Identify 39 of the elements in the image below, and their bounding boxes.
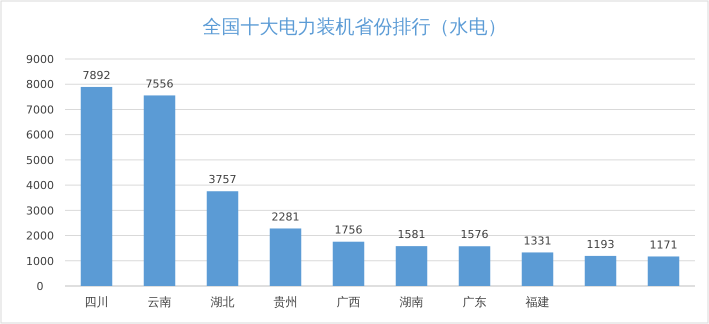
data-label: 7556 [146, 77, 174, 90]
y-tick-label: 9000 [26, 53, 54, 66]
x-tick-label: 湖南 [400, 295, 424, 309]
y-tick-label: 3000 [26, 204, 54, 218]
y-tick-label: 0 [36, 280, 44, 293]
bar [270, 228, 302, 286]
bar [80, 86, 112, 286]
data-label: 2281 [272, 210, 300, 224]
y-tick-label: 2000 [26, 230, 54, 243]
x-tick-label: 福建 [526, 295, 550, 309]
y-tick-label: 5000 [26, 154, 54, 167]
bar [458, 246, 490, 286]
data-label: 7892 [82, 68, 110, 82]
chart-title: 全国十大电力装机省份排行（水电） [202, 16, 506, 38]
data-label: 1331 [524, 234, 552, 248]
bar [584, 256, 616, 286]
y-tick-label: 1000 [26, 254, 54, 268]
bar [396, 246, 428, 286]
y-tick-label: 6000 [26, 128, 54, 142]
x-tick-label: 湖北 [210, 295, 234, 309]
data-label: 1171 [650, 238, 678, 252]
bar [648, 256, 680, 286]
x-tick-label: 贵州 [274, 295, 298, 309]
bar [144, 95, 176, 286]
data-label: 1193 [586, 238, 614, 251]
data-label: 3757 [208, 173, 236, 186]
data-label: 1576 [460, 228, 488, 242]
bar [332, 242, 364, 286]
x-tick-label: 四川 [84, 295, 108, 309]
x-tick-label: 广西 [336, 295, 360, 309]
bar [522, 252, 554, 286]
y-tick-label: 7000 [26, 103, 54, 116]
data-label: 1581 [398, 228, 426, 242]
data-label: 1756 [334, 224, 362, 237]
bar [206, 191, 238, 286]
y-tick-label: 4000 [26, 179, 54, 192]
x-tick-label: 广东 [462, 295, 486, 309]
y-tick-label: 8000 [26, 78, 54, 92]
x-tick-label: 云南 [148, 295, 172, 309]
